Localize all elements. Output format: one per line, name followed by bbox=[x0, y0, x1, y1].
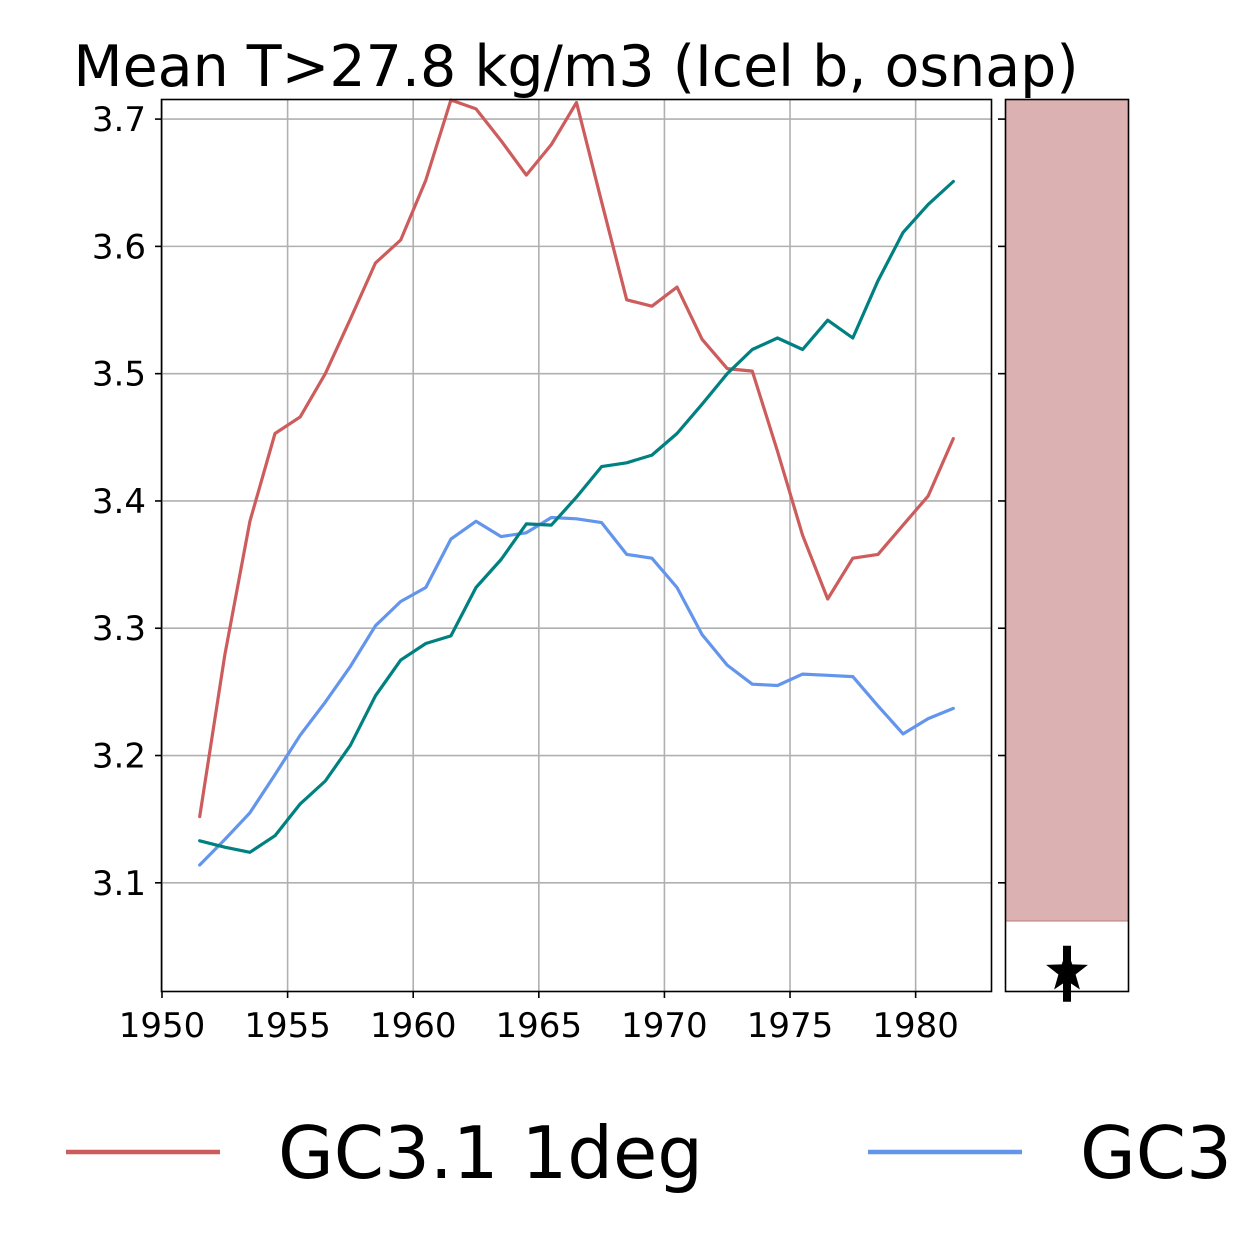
series-line-gc3-1-1deg bbox=[198, 98, 955, 819]
legend-label-gc31-1deg: GC3.1 1deg bbox=[278, 1111, 703, 1195]
y-tick-label: 3.6 bbox=[92, 227, 146, 267]
side-panel-star-marker bbox=[1046, 945, 1088, 1002]
x-tick-label: 1970 bbox=[621, 1006, 708, 1046]
side-panel-ticks bbox=[998, 118, 1005, 884]
y-tick-label: 3.1 bbox=[92, 864, 146, 904]
series-line-teal bbox=[198, 179, 955, 854]
legend-label-gc3: GC3 bbox=[1080, 1111, 1232, 1195]
x-tick-label: 1965 bbox=[496, 1006, 583, 1046]
y-axis-ticks: 3.1 3.2 3.3 3.4 3.5 3.6 3.7 bbox=[92, 100, 162, 904]
series-lines bbox=[198, 98, 955, 867]
x-tick-label: 1955 bbox=[244, 1006, 331, 1046]
main-plot-frame bbox=[160, 98, 993, 993]
y-tick-label: 3.3 bbox=[92, 609, 146, 649]
x-tick-label: 1950 bbox=[119, 1006, 206, 1046]
x-axis-ticks: 1950 1955 1960 1965 1970 1975 1980 bbox=[119, 991, 959, 1046]
legend: GC3.1 1deg GC3 bbox=[66, 1111, 1232, 1195]
y-tick-label: 3.4 bbox=[92, 482, 146, 522]
x-tick-label: 1975 bbox=[747, 1006, 834, 1046]
side-panel-band bbox=[1005, 100, 1129, 921]
series-line-gc3 bbox=[198, 515, 955, 867]
y-tick-label: 3.7 bbox=[92, 100, 146, 140]
y-tick-label: 3.5 bbox=[92, 355, 146, 395]
grid bbox=[161, 100, 991, 991]
x-tick-label: 1960 bbox=[370, 1006, 457, 1046]
x-tick-label: 1980 bbox=[872, 1006, 959, 1046]
side-panel-frame bbox=[1004, 98, 1130, 993]
y-tick-label: 3.2 bbox=[92, 737, 146, 777]
chart-title: Mean T>27.8 kg/m3 (Icel b, osnap) bbox=[73, 34, 1078, 100]
side-panel bbox=[998, 98, 1130, 1002]
